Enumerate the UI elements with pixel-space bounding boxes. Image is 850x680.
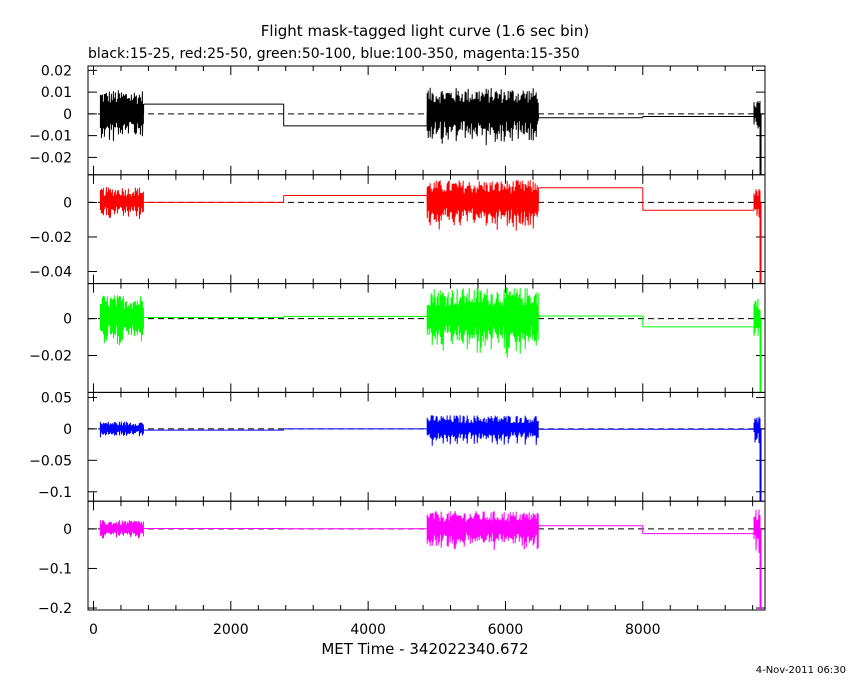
y-tick-label: −0.01	[29, 129, 72, 145]
x-tick-label: 0	[89, 622, 98, 638]
chart-title: Flight mask-tagged light curve (1.6 sec …	[261, 22, 589, 40]
panel-1: 0.02 0.01 0 −0.01 −0.02	[29, 63, 766, 176]
noise-segment	[753, 298, 761, 337]
y-tick-label: −0.02	[29, 230, 72, 246]
panel-3: 0 −0.02	[29, 283, 766, 393]
panels-group: 0.02 0.01 0 −0.01 −0.02 0 −0.02 −0.04 0 −0.02 0.05…	[29, 63, 766, 617]
y-tick-label: −0.05	[29, 453, 72, 469]
y-tick-label: 0	[63, 312, 72, 328]
noise-segment	[753, 509, 761, 553]
panel-5: 0 −0.1 −0.2	[38, 500, 766, 617]
panel-frame	[87, 65, 766, 176]
y-tick-label: 0	[63, 422, 72, 438]
y-tick-label: −0.2	[38, 601, 72, 617]
noise-segment	[426, 415, 539, 446]
y-tick-label: 0.01	[41, 85, 72, 101]
y-tick-label: 0	[63, 522, 72, 538]
x-tick-label: 8000	[625, 622, 661, 638]
noise-segment	[753, 100, 761, 129]
noise-segment	[426, 511, 539, 551]
x-axis: 0 2000 4000 6000 8000	[89, 66, 754, 638]
y-tick-label: −0.04	[29, 265, 72, 281]
y-tick-label: −0.02	[29, 150, 72, 166]
panel-frame	[87, 500, 766, 611]
panel-4: 0.05 0 −0.05 −0.1	[29, 390, 766, 502]
y-tick-label: 0.05	[41, 390, 72, 406]
chart-subtitle: black:15-25, red:25-50, green:50-100, bl…	[88, 46, 580, 62]
noise-segment	[99, 90, 144, 142]
noise-segment	[426, 180, 539, 231]
panel-frame	[87, 391, 766, 502]
x-axis-label: MET Time - 342022340.672	[321, 640, 528, 658]
y-tick-label: 0	[63, 107, 72, 123]
noise-segment	[426, 287, 539, 358]
noise-segment	[99, 520, 144, 539]
y-tick-label: 0.02	[41, 63, 72, 79]
panel-frame	[87, 283, 766, 393]
timestamp-label: 4-Nov-2011 06:30	[756, 665, 846, 676]
x-tick-label: 2000	[213, 622, 249, 638]
y-tick-label: 0	[63, 195, 72, 211]
x-tick-label: 4000	[350, 622, 386, 638]
noise-segment	[753, 189, 761, 218]
y-tick-label: −0.02	[29, 349, 72, 365]
y-tick-label: −0.1	[38, 561, 72, 577]
panel-frame	[87, 174, 766, 285]
noise-segment	[99, 186, 144, 220]
noise-segment	[99, 295, 144, 346]
panel-2: 0 −0.02 −0.04	[29, 174, 766, 285]
noise-segment	[426, 87, 539, 146]
x-tick-label: 6000	[488, 622, 524, 638]
noise-segment	[99, 421, 144, 438]
noise-segment	[753, 416, 761, 444]
y-tick-label: −0.1	[38, 485, 72, 501]
